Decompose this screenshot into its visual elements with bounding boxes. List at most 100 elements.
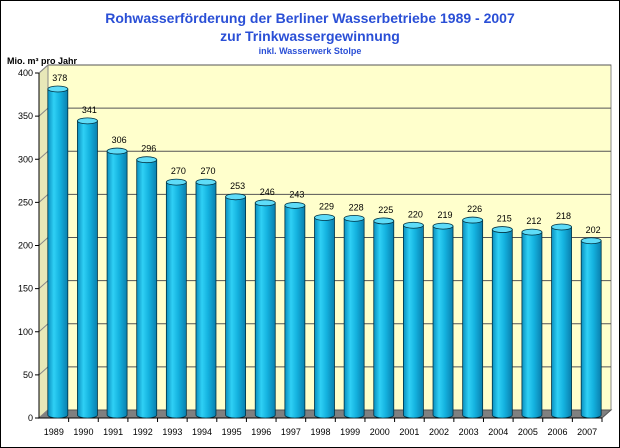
x-tick-label: 2002 xyxy=(429,427,449,437)
bar-top xyxy=(106,147,128,155)
bar-top xyxy=(165,178,187,186)
y-tick-label: 350 xyxy=(18,111,33,121)
bar-top xyxy=(491,226,513,233)
bar xyxy=(106,150,128,419)
bar-top xyxy=(254,199,276,207)
x-tick-label: 1994 xyxy=(192,427,212,437)
data-label: 378 xyxy=(52,73,67,83)
data-label: 218 xyxy=(556,211,571,221)
bar-top xyxy=(136,156,158,164)
data-label: 246 xyxy=(260,187,275,197)
x-tick-label: 1993 xyxy=(162,427,182,437)
x-tick-label: 1991 xyxy=(103,427,123,437)
x-tick-label: 1998 xyxy=(310,427,330,437)
chart-title: Rohwasserförderung der Berliner Wasserbe… xyxy=(105,10,515,26)
bar xyxy=(77,120,98,419)
data-label: 306 xyxy=(112,135,127,145)
grid-diagonal xyxy=(38,194,49,203)
bar xyxy=(580,240,602,419)
data-label: 226 xyxy=(467,204,482,214)
grid-diagonal xyxy=(38,237,49,246)
data-label: 229 xyxy=(319,201,334,211)
x-tick-label: 2005 xyxy=(518,427,538,437)
bar xyxy=(373,220,395,419)
x-tick-label: 1999 xyxy=(340,427,360,437)
bar-top xyxy=(432,222,454,230)
x-tick-label: 1990 xyxy=(73,427,93,437)
x-tick-label: 2006 xyxy=(548,427,568,437)
data-label: 270 xyxy=(200,166,215,176)
grid-diagonal xyxy=(38,409,49,419)
y-tick-label: 150 xyxy=(18,284,33,294)
data-label: 341 xyxy=(82,105,97,115)
chart-subtitle-note: inkl. Wasserwerk Stolpe xyxy=(258,46,362,56)
bar xyxy=(491,229,513,419)
bar xyxy=(284,205,306,419)
bar-top xyxy=(521,228,543,236)
x-tick-label: 2001 xyxy=(399,427,419,437)
bar xyxy=(254,202,276,419)
bar xyxy=(402,224,424,419)
data-label: 220 xyxy=(408,209,423,219)
bar-top xyxy=(314,214,335,221)
y-tick-label: 250 xyxy=(18,197,33,207)
x-tick-label: 2003 xyxy=(459,427,479,437)
bar-top xyxy=(580,237,602,245)
bar-top xyxy=(373,217,395,225)
bar-top xyxy=(195,178,217,186)
y-tick-label: 0 xyxy=(28,413,33,423)
data-label: 215 xyxy=(497,214,512,224)
bar xyxy=(165,181,187,419)
bar-top xyxy=(343,214,365,222)
grid-diagonal xyxy=(38,323,49,333)
grid-diagonal xyxy=(38,280,49,289)
grid-diagonal xyxy=(38,64,49,74)
x-tick-label: 1989 xyxy=(44,427,64,437)
bar xyxy=(432,225,454,419)
grid-diagonal xyxy=(38,107,49,117)
data-label: 243 xyxy=(289,189,304,199)
bar-top xyxy=(551,223,572,231)
bar xyxy=(343,217,365,419)
bar xyxy=(225,196,247,419)
y-tick-label: 50 xyxy=(23,370,33,380)
bar xyxy=(521,231,543,419)
bar-top xyxy=(77,117,98,125)
bar-top xyxy=(402,221,424,229)
data-label: 212 xyxy=(526,216,541,226)
bar-top xyxy=(284,202,306,209)
data-label: 296 xyxy=(141,144,156,154)
y-tick-label: 300 xyxy=(18,154,33,164)
bar xyxy=(136,159,158,419)
x-tick-label: 1995 xyxy=(222,427,242,437)
bar xyxy=(47,88,69,419)
x-tick-label: 2004 xyxy=(488,427,508,437)
bar-top xyxy=(462,216,484,224)
data-label: 228 xyxy=(349,202,364,212)
y-tick-label: 100 xyxy=(18,327,33,337)
data-label: 225 xyxy=(378,205,393,215)
data-label: 253 xyxy=(230,181,245,191)
data-label: 270 xyxy=(171,166,186,176)
y-tick-label: 200 xyxy=(18,241,33,251)
data-label: 202 xyxy=(586,225,601,235)
x-tick-label: 1992 xyxy=(133,427,153,437)
y-tick-label: 400 xyxy=(18,68,33,78)
bar xyxy=(551,226,572,419)
bar xyxy=(195,181,217,419)
y-axis-label: Mio. m³ pro Jahr xyxy=(7,56,78,66)
bar-top xyxy=(47,85,69,93)
grid-diagonal xyxy=(38,366,49,376)
x-tick-label: 1997 xyxy=(281,427,301,437)
data-label: 219 xyxy=(438,210,453,220)
x-tick-label: 2007 xyxy=(577,427,597,437)
chart-subtitle: zur Trinkwassergewinnung xyxy=(220,28,400,44)
x-tick-label: 1996 xyxy=(251,427,271,437)
grid-diagonal xyxy=(38,150,49,160)
bar xyxy=(462,219,484,419)
x-tick-label: 2000 xyxy=(370,427,390,437)
bar xyxy=(314,217,335,419)
bar-top xyxy=(225,193,247,201)
